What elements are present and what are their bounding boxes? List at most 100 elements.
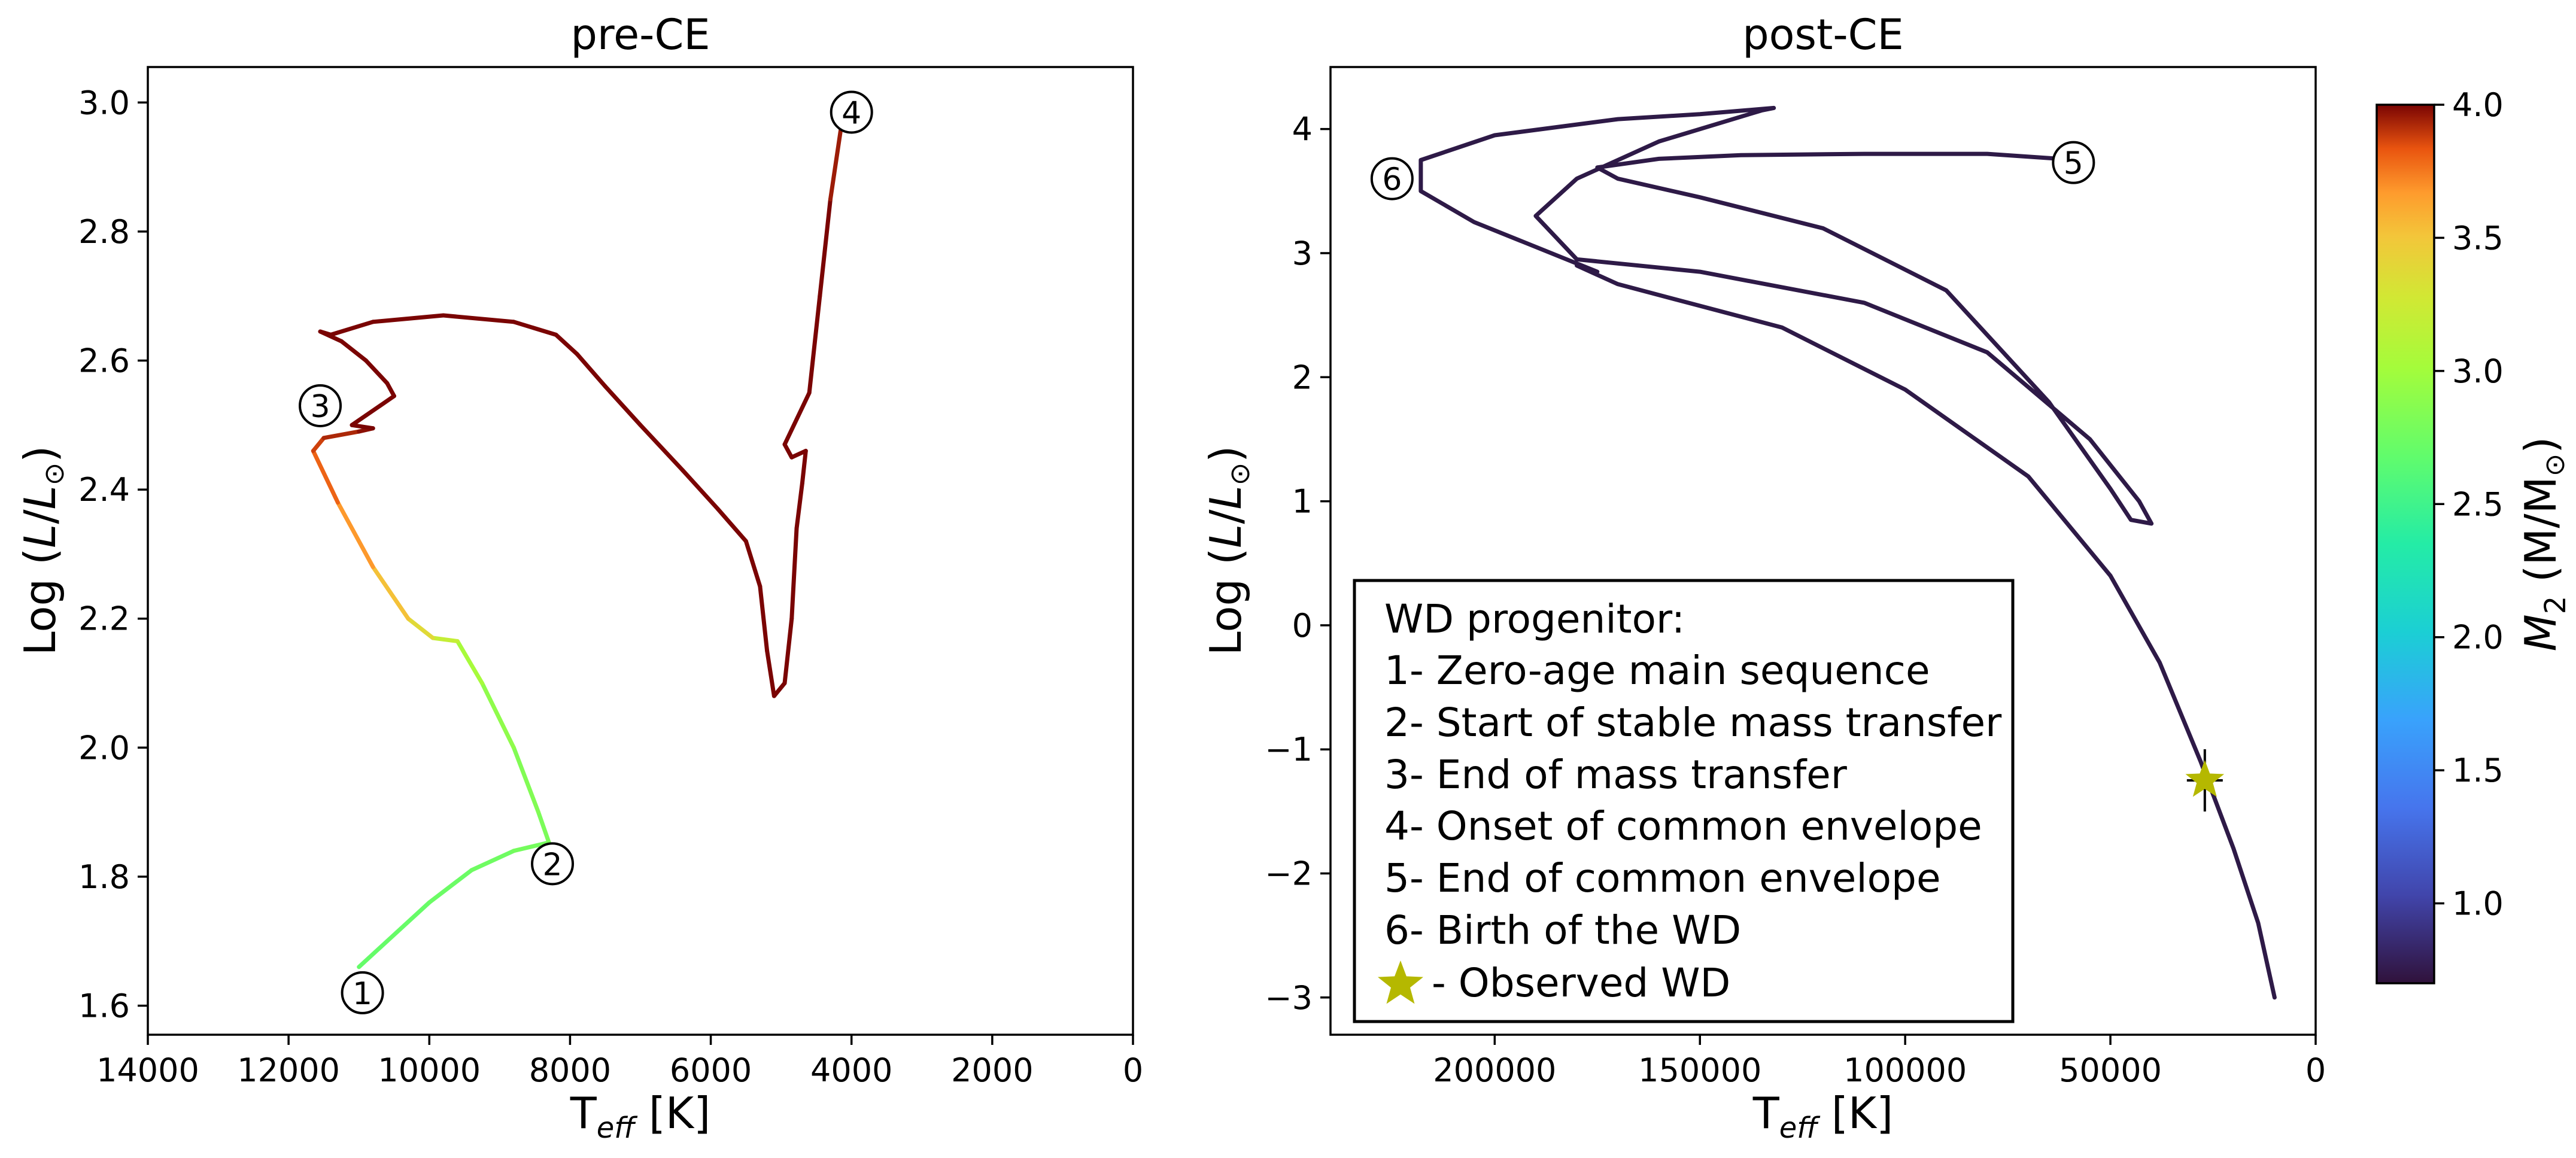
track-segment xyxy=(339,339,368,363)
track-segment xyxy=(828,126,843,202)
legend-star-icon xyxy=(1378,961,1423,1004)
track-segment xyxy=(370,564,411,621)
track-segment xyxy=(430,636,460,643)
y-tick-label: −1 xyxy=(1265,731,1313,768)
legend-heading: WD progenitor: xyxy=(1384,596,1685,642)
x-tick-label: 0 xyxy=(2305,1051,2326,1089)
legend-entry-3: 3- End of mass transfer xyxy=(1384,752,1848,798)
track-segment xyxy=(765,649,776,698)
y-tick-label: 2.8 xyxy=(78,213,130,251)
legend-entry-7: - Observed WD xyxy=(1432,960,1730,1006)
x-tick-label: 6000 xyxy=(670,1051,752,1089)
track-segment xyxy=(385,381,396,399)
track-segment xyxy=(789,448,808,460)
y-tick-label: 2 xyxy=(1292,358,1313,396)
y-tick-label: −2 xyxy=(1265,855,1313,893)
colorbar-tick-label: 3.5 xyxy=(2452,219,2504,257)
track-segment xyxy=(743,539,763,589)
stage-marker-label: 4 xyxy=(842,95,861,131)
x-tick-label: 12000 xyxy=(237,1051,340,1089)
track-segment xyxy=(807,294,822,395)
stage-marker-label: 3 xyxy=(311,389,330,425)
legend-entry-4: 4- Onset of common envelope xyxy=(1384,803,1982,849)
track-segment xyxy=(771,680,787,698)
legend: WD progenitor: 1- Zero-age main sequence… xyxy=(1353,579,2015,1023)
post-ce-title: post-CE xyxy=(1742,10,1904,59)
track-segment xyxy=(554,332,579,357)
post-ce-y-label: Log (L/L⊙) xyxy=(1201,446,1256,656)
track-segment xyxy=(363,394,396,418)
colorbar-tick-label: 3.0 xyxy=(2452,352,2504,390)
x-tick-label: 150000 xyxy=(1638,1051,1761,1089)
x-tick-label: 200000 xyxy=(1433,1051,1556,1089)
x-tick-label: 8000 xyxy=(529,1051,611,1089)
colorbar-tick-label: 2.5 xyxy=(2452,485,2504,523)
y-tick-label: 3 xyxy=(1292,235,1313,272)
track-segment xyxy=(789,526,799,621)
track-segment xyxy=(782,390,812,447)
colorbar-tick-label: 4.0 xyxy=(2452,86,2504,124)
post-ce-panel: post-CE 56 200000 150000 100000 50000 0 −3−2… xyxy=(1201,10,2326,1145)
colorbar-tick-label: 1.5 xyxy=(2452,752,2504,789)
stage-marker-label: 1 xyxy=(353,976,372,1012)
x-tick-label: 4000 xyxy=(810,1051,892,1089)
stage-marker-label: 5 xyxy=(2064,146,2083,182)
pre-ce-title: pre-CE xyxy=(570,10,710,59)
y-tick-label: −3 xyxy=(1265,979,1313,1017)
track-segment xyxy=(603,384,643,427)
legend-entry-1: 1- Zero-age main sequence xyxy=(1384,648,1930,694)
colorbar-tick-label: 1.0 xyxy=(2452,885,2504,923)
track-segment xyxy=(511,320,558,337)
track-line xyxy=(1418,105,2277,1000)
post-ce-axes-frame xyxy=(1329,66,2317,1036)
track-segment xyxy=(511,745,541,814)
stage-marker-2: 2 xyxy=(531,842,575,886)
post-ce-y-ticks: −3 −2 −1 0 1 2 3 4 xyxy=(1265,111,1330,1017)
stage-marker-circle xyxy=(1370,157,1414,200)
track-segment xyxy=(357,939,390,969)
legend-entry-5: 5- End of common envelope xyxy=(1384,855,1941,901)
observed-wd-star xyxy=(2185,749,2225,812)
observed-wd-star-icon xyxy=(2185,760,2225,797)
track-segment xyxy=(511,840,551,853)
stage-marker-circle xyxy=(341,971,384,1014)
post-ce-x-ticks: 200000 150000 100000 50000 0 xyxy=(1433,1035,2326,1089)
colorbar-tick-label: 2.0 xyxy=(2452,619,2504,656)
pre-ce-y-label: Log (L/L⊙) xyxy=(15,446,70,656)
track-segment xyxy=(800,448,808,485)
legend-entry-6: 6- Birth of the WD xyxy=(1384,907,1741,953)
x-tick-label: 100000 xyxy=(1843,1051,1967,1089)
stage-marker-3: 3 xyxy=(299,384,342,427)
post-ce-x-label: Teff [K] xyxy=(1752,1088,1893,1145)
track-segment xyxy=(758,584,770,654)
track-segment xyxy=(469,849,516,873)
y-tick-label: 4 xyxy=(1292,111,1313,148)
track-segment xyxy=(311,448,340,505)
y-tick-label: 1 xyxy=(1292,483,1313,521)
pre-ce-x-label: Teff [K] xyxy=(570,1088,710,1145)
track-segment xyxy=(311,436,326,453)
track-segment xyxy=(441,313,516,324)
track-segment xyxy=(350,413,368,427)
track-segment xyxy=(455,639,484,685)
y-tick-label: 1.6 xyxy=(78,987,130,1025)
track-segment xyxy=(536,810,551,845)
pre-ce-panel: pre-CE 1 2 3 4 14000 12000 10000 8000 6000 4000 2… xyxy=(15,10,1143,1145)
legend-entry-2: 2- Start of stable mass transfer xyxy=(1384,700,2002,746)
stage-marker-4: 4 xyxy=(830,90,873,134)
x-tick-label: 50000 xyxy=(2059,1051,2162,1089)
track-segment xyxy=(818,197,833,299)
x-tick-label: 10000 xyxy=(378,1051,481,1089)
colorbar-label: M2 (M/M⊙) xyxy=(2516,437,2572,652)
track-segment xyxy=(329,320,375,337)
x-tick-label: 0 xyxy=(1123,1051,1143,1089)
y-tick-label: 2.2 xyxy=(78,600,130,638)
stage-marker-circle xyxy=(830,90,873,134)
x-tick-label: 2000 xyxy=(951,1051,1033,1089)
x-tick-label: 14000 xyxy=(96,1051,199,1089)
track-segment xyxy=(479,680,516,750)
track-segment xyxy=(715,506,748,543)
track-segment xyxy=(335,500,375,569)
colorbar: 1.0 1.5 2.0 2.5 3.0 3.5 4.0 M2 (M/M⊙) xyxy=(2375,86,2572,984)
